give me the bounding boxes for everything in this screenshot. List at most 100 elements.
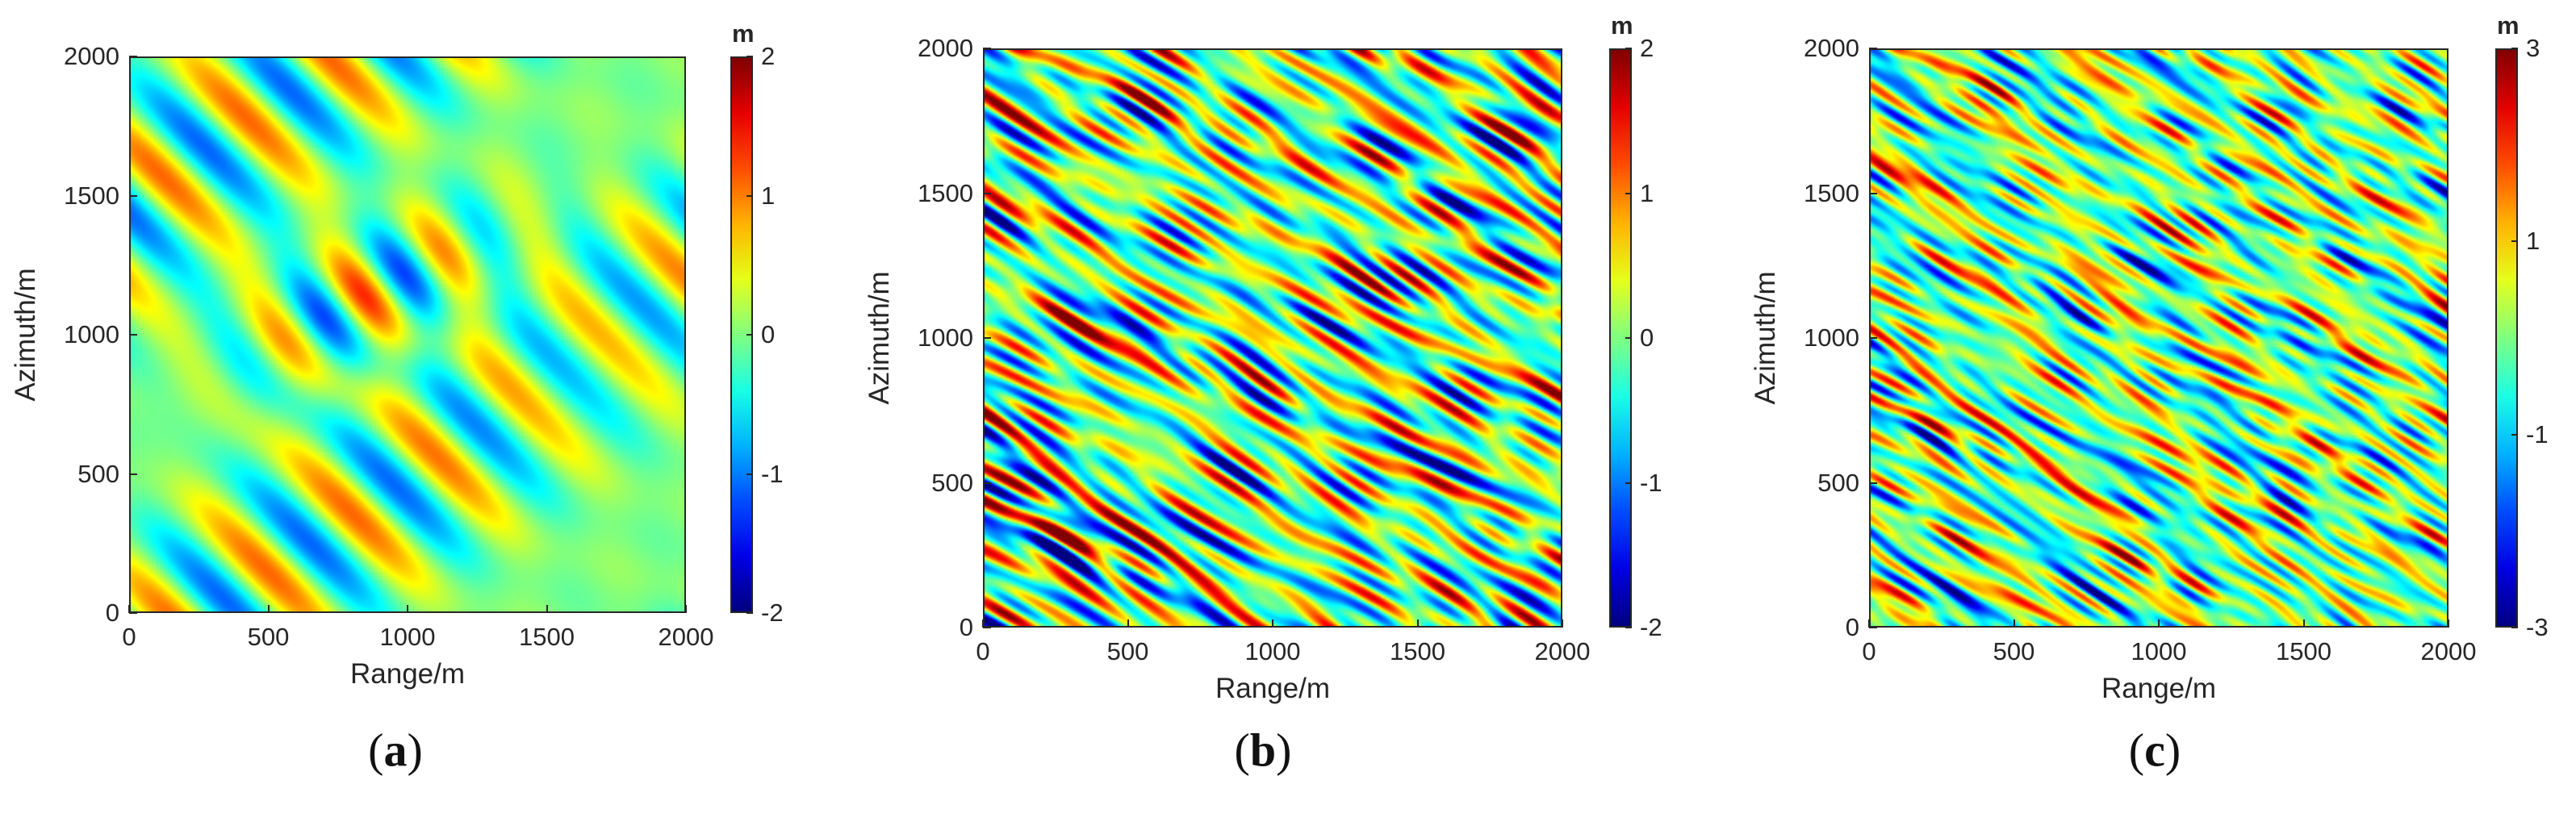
colorbar-tick-mark xyxy=(746,194,753,197)
x-tick-label: 1000 xyxy=(2131,637,2187,665)
x-tick-label: 500 xyxy=(1993,637,2035,665)
y-tick-label: 2000 xyxy=(1804,34,1859,62)
x-tick-label: 500 xyxy=(247,623,290,651)
caption-letter: a xyxy=(383,724,408,777)
y-tick-label: 0 xyxy=(959,613,973,641)
y-tick-label: 0 xyxy=(105,599,119,627)
x-axis-label: Range/m xyxy=(349,658,466,690)
y-tick-mark xyxy=(983,627,991,628)
colorbar-tick-label: -1 xyxy=(1640,468,1662,497)
x-tick-label: 1500 xyxy=(2276,637,2331,665)
colorbar-tick-mark xyxy=(746,334,753,336)
x-tick-mark xyxy=(546,605,548,613)
colorbar-tick-mark xyxy=(2511,627,2518,628)
colorbar-tick-mark xyxy=(1625,482,1632,484)
colorbar-tick-mark xyxy=(2511,433,2518,436)
x-tick-label: 1000 xyxy=(379,623,436,651)
colorbar-unit-label: m xyxy=(1611,11,1633,40)
x-tick-mark xyxy=(1127,619,1129,628)
y-tick-mark xyxy=(1869,627,1877,628)
caption-letter: c xyxy=(2144,724,2165,777)
caption-paren: ( xyxy=(2128,724,2145,777)
y-tick-label: 1500 xyxy=(918,178,973,207)
colorbar-unit-label: m xyxy=(732,19,755,48)
x-tick-label: 0 xyxy=(976,637,990,665)
colorbar-tick-label: -2 xyxy=(761,599,784,627)
caption-paren: ) xyxy=(407,724,423,777)
x-tick-mark xyxy=(1416,619,1419,628)
x-tick-label: 2000 xyxy=(658,623,714,651)
colorbar-tick-mark xyxy=(1625,48,1632,49)
colorbar-tick-label: 1 xyxy=(761,181,776,210)
x-tick-label: 1500 xyxy=(1390,637,1445,665)
colorbar-a xyxy=(730,56,753,613)
y-tick-mark xyxy=(1869,192,1877,194)
x-tick-label: 1500 xyxy=(519,623,575,651)
colorbar-tick-label: -2 xyxy=(1640,613,1662,641)
y-tick-mark xyxy=(1869,48,1877,49)
heatmap-b xyxy=(983,48,1562,628)
heatmap-a xyxy=(129,56,686,613)
caption-paren: ) xyxy=(2164,724,2181,777)
y-tick-mark xyxy=(983,337,991,339)
x-axis-label: Range/m xyxy=(1215,673,1331,704)
caption-paren: ) xyxy=(1276,724,1292,777)
x-tick-mark xyxy=(982,619,984,628)
y-tick-label: 0 xyxy=(1845,613,1859,641)
colorbar-tick-label: 1 xyxy=(1640,178,1654,207)
x-tick-mark xyxy=(2302,619,2305,628)
y-tick-mark xyxy=(129,194,137,197)
colorbar-c xyxy=(2495,48,2518,628)
x-tick-mark xyxy=(2448,619,2449,628)
y-tick-mark xyxy=(129,473,137,475)
colorbar-tick-label: -1 xyxy=(2526,419,2549,448)
y-tick-label: 1000 xyxy=(64,320,119,348)
heatmap-canvas-a xyxy=(131,58,684,611)
y-tick-mark xyxy=(983,482,991,484)
colorbar-tick-label: -1 xyxy=(761,459,784,488)
caption-letter: b xyxy=(1249,724,1277,777)
panel-caption: (a) xyxy=(368,724,423,778)
caption-paren: ( xyxy=(368,724,384,777)
x-tick-mark xyxy=(407,605,408,613)
x-tick-mark xyxy=(2158,619,2160,628)
colorbar-tick-mark xyxy=(1625,627,1632,628)
x-tick-mark xyxy=(1562,619,1563,628)
x-tick-mark xyxy=(2013,619,2015,628)
y-tick-label: 2000 xyxy=(918,34,973,62)
x-tick-mark xyxy=(1272,619,1273,628)
y-tick-mark xyxy=(129,612,137,614)
colorbar-tick-mark xyxy=(746,612,753,614)
heatmap-c xyxy=(1869,48,2448,628)
y-tick-label: 500 xyxy=(931,468,973,497)
y-tick-mark xyxy=(129,56,137,57)
colorbar-tick-mark xyxy=(1625,192,1632,194)
y-tick-label: 1500 xyxy=(1804,178,1859,207)
y-tick-mark xyxy=(983,192,991,194)
x-tick-label: 2000 xyxy=(2420,637,2477,665)
heatmap-canvas-b xyxy=(985,50,1561,626)
y-tick-mark xyxy=(983,48,991,49)
panel-caption: (b) xyxy=(1235,724,1292,778)
y-tick-label: 1500 xyxy=(64,181,119,210)
colorbar-tick-label: 2 xyxy=(761,42,776,70)
colorbar-tick-label: 0 xyxy=(1640,323,1654,352)
x-axis-label: Range/m xyxy=(2101,673,2217,704)
colorbar-tick-mark xyxy=(746,56,753,57)
colorbar-tick-mark xyxy=(1625,337,1632,339)
colorbar-tick-label: 0 xyxy=(761,320,776,348)
y-tick-label: 500 xyxy=(77,459,119,488)
colorbar-tick-label: 1 xyxy=(2526,227,2540,256)
x-tick-label: 2000 xyxy=(1534,637,1591,665)
x-tick-label: 500 xyxy=(1106,637,1149,665)
y-axis-label: Azimuth/m xyxy=(864,271,895,405)
colorbar-tick-label: 2 xyxy=(1640,34,1654,62)
colorbar-tick-label: 3 xyxy=(2526,34,2540,62)
colorbar-tick-mark xyxy=(2511,240,2518,243)
x-tick-mark xyxy=(685,605,687,613)
colorbar-tick-label: -3 xyxy=(2526,613,2549,641)
caption-paren: ( xyxy=(1234,724,1250,777)
y-tick-label: 1000 xyxy=(1804,323,1859,352)
colorbar-unit-label: m xyxy=(2497,11,2520,40)
x-tick-label: 0 xyxy=(1862,637,1876,665)
